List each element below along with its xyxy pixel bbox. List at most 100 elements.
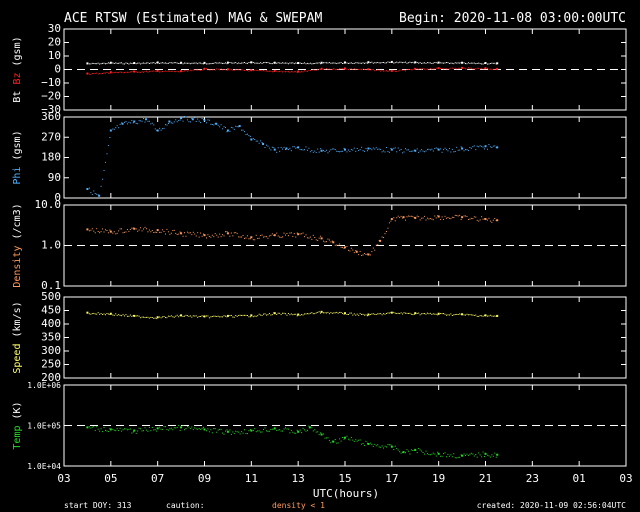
fill-point (491, 62, 493, 64)
fill-point (268, 430, 270, 432)
fill-point (451, 456, 453, 458)
fill-point (457, 67, 459, 69)
fill-point (255, 234, 257, 236)
fill-point (217, 236, 219, 238)
fill-point (447, 314, 449, 316)
fill-point (210, 123, 212, 125)
fill-point (216, 62, 218, 64)
fill-point (88, 63, 90, 65)
fill-point (239, 236, 241, 238)
fill-point (97, 231, 99, 233)
ytick-label-temp: 1.0E+05 (27, 422, 61, 431)
fill-point (406, 216, 408, 218)
data-point (156, 129, 159, 132)
fill-point (350, 437, 352, 439)
fill-point (277, 429, 279, 431)
fill-point (239, 69, 241, 71)
fill-point (103, 313, 105, 315)
fill-point (457, 314, 459, 316)
fill-point (327, 437, 329, 439)
fill-point (292, 71, 294, 73)
fill-point (330, 62, 332, 64)
fill-point (361, 443, 363, 445)
fill-point (377, 444, 379, 446)
fill-point (232, 431, 234, 433)
fill-point (314, 429, 316, 431)
fill-point (350, 68, 352, 70)
fill-point (358, 68, 360, 70)
fill-point (308, 313, 310, 315)
data-point (250, 429, 253, 432)
fill-point (220, 62, 222, 64)
fill-point (210, 429, 212, 431)
fill-point (470, 314, 472, 316)
fill-point (311, 238, 313, 240)
fill-point (241, 236, 243, 238)
fill-point (385, 446, 387, 448)
fill-point (365, 68, 367, 70)
fill-point (314, 313, 316, 315)
fill-point (233, 69, 235, 71)
fill-point (222, 234, 224, 236)
fill-point (271, 71, 273, 73)
fill-point (143, 316, 145, 318)
fill-point (450, 151, 452, 153)
fill-point (176, 426, 178, 428)
fill-point (172, 122, 174, 124)
fill-point (118, 127, 120, 129)
fill-point (97, 73, 99, 75)
fill-point (93, 73, 95, 75)
series-bt (86, 60, 499, 65)
fill-point (185, 70, 187, 72)
fill-point (233, 232, 235, 234)
fill-point (178, 316, 180, 318)
data-point (367, 442, 370, 445)
fill-point (421, 217, 423, 219)
fill-point (494, 62, 496, 64)
fill-point (160, 62, 162, 64)
fill-point (350, 148, 352, 150)
fill-point (431, 313, 433, 315)
fill-point (223, 68, 225, 70)
fill-point (410, 69, 412, 71)
data-point (496, 67, 499, 70)
fill-point (144, 427, 146, 429)
fill-point (306, 149, 308, 151)
data-point (297, 146, 300, 149)
data-point (390, 148, 393, 151)
fill-point (416, 62, 418, 64)
fill-point (399, 61, 401, 63)
fill-point (267, 71, 269, 73)
fill-point (371, 444, 373, 446)
fill-point (265, 70, 267, 72)
fill-point (179, 119, 181, 121)
fill-point (365, 62, 367, 64)
fill-point (267, 145, 269, 147)
fill-point (242, 432, 244, 434)
fill-point (242, 129, 244, 131)
fill-point (369, 442, 371, 444)
fill-point (396, 313, 398, 315)
fill-point (263, 70, 265, 72)
fill-point (94, 429, 96, 431)
fill-point (374, 249, 376, 251)
fill-point (198, 316, 200, 318)
fill-point (238, 315, 240, 317)
fill-point (399, 313, 401, 315)
fill-point (197, 428, 199, 430)
fill-point (383, 150, 385, 152)
fill-point (305, 70, 307, 72)
data-point (496, 453, 499, 456)
fill-point (277, 312, 279, 314)
fill-point (150, 123, 152, 125)
fill-point (106, 230, 108, 232)
fill-point (355, 150, 357, 152)
data-point (250, 69, 253, 72)
fill-point (145, 70, 147, 72)
fill-point (143, 71, 145, 73)
fill-point (328, 62, 330, 64)
fill-point (276, 70, 278, 72)
fill-point (372, 147, 374, 149)
fill-point (91, 228, 93, 230)
fill-point (473, 455, 475, 457)
